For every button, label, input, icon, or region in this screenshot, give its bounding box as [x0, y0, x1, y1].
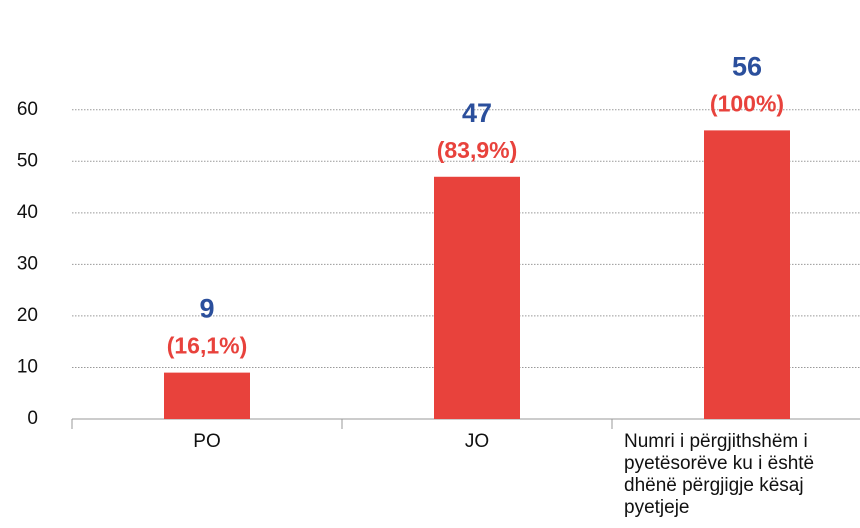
value-label: 9 — [199, 294, 214, 324]
y-tick-label: 60 — [17, 99, 38, 120]
bar — [164, 372, 250, 419]
value-label: 56 — [732, 52, 762, 82]
bar — [704, 130, 790, 419]
y-tick-label: 20 — [17, 305, 38, 326]
value-label: 47 — [462, 98, 492, 128]
percent-label: (100%) — [710, 90, 784, 116]
percent-label: (16,1%) — [167, 333, 248, 359]
y-tick-label: 40 — [17, 202, 38, 223]
bar — [434, 176, 520, 419]
x-tick-label: PO — [193, 431, 221, 452]
percent-label: (83,9%) — [437, 137, 518, 163]
y-tick-label: 10 — [17, 356, 38, 377]
x-tick-label: JO — [464, 431, 490, 452]
x-tick-label: Numri i përgjithshëm i pyetësorëve ku i … — [624, 431, 815, 518]
y-tick-label: 50 — [17, 150, 38, 171]
y-tick-label: 30 — [17, 253, 38, 274]
y-tick-label: 0 — [27, 408, 38, 429]
